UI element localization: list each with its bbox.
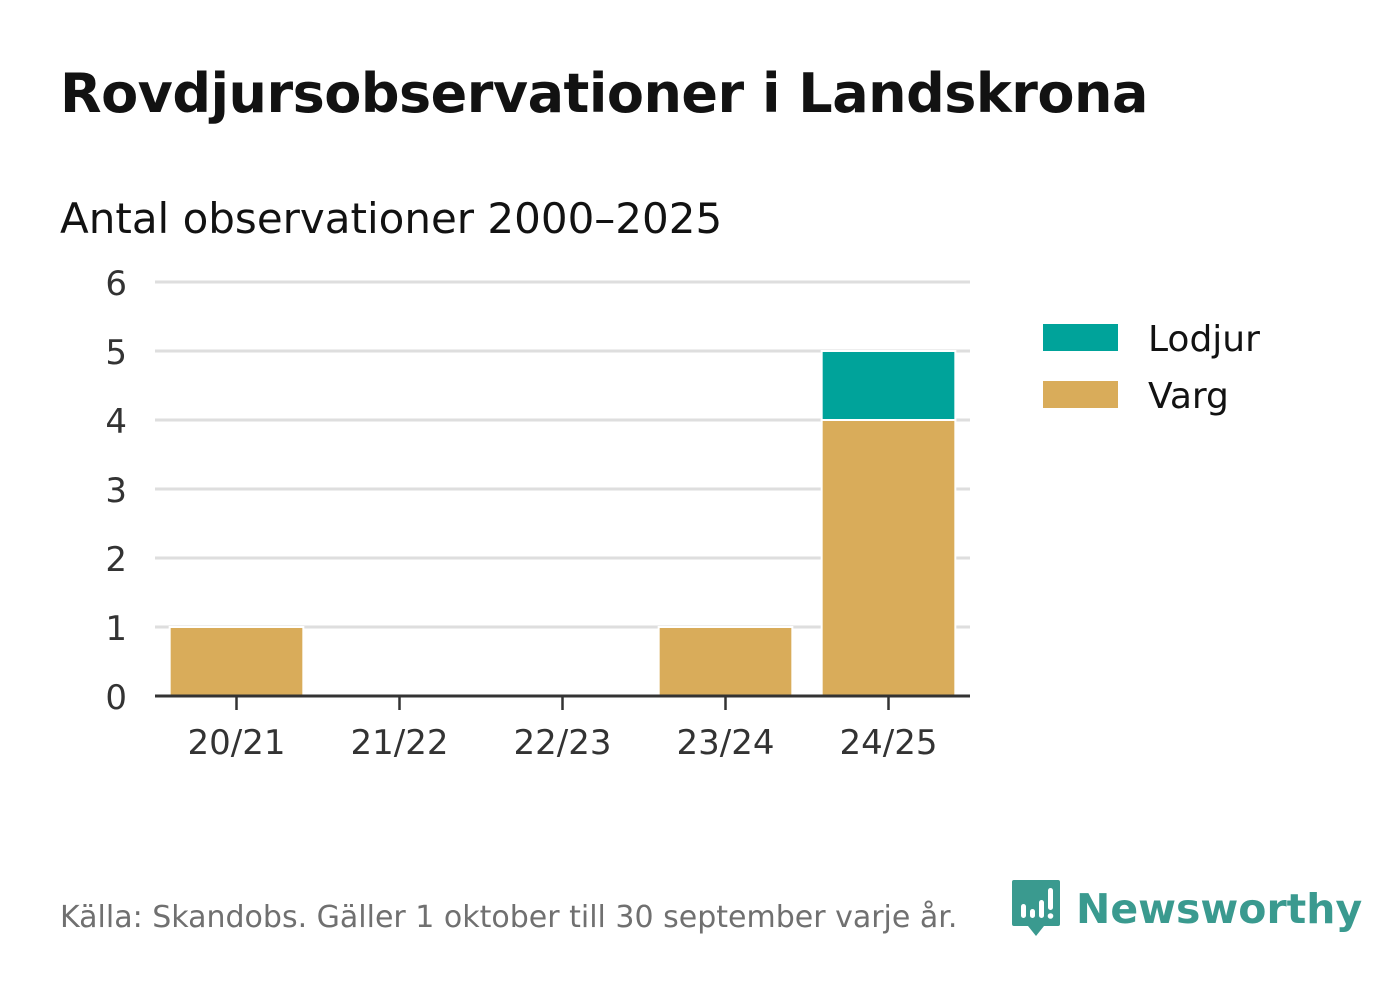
brand-logo: Newsworthy [1010,878,1362,940]
source-note: Källa: Skandobs. Gäller 1 oktober till 3… [60,900,958,935]
legend-swatch [1043,381,1118,408]
y-tick-label: 2 [105,540,127,580]
bar-segment [657,626,794,697]
x-tick-label: 21/22 [351,723,449,763]
bar-segment [820,350,957,421]
x-tick-label: 22/23 [514,723,612,763]
chart-subtitle: Antal observationer 2000–2025 [60,194,723,243]
chart-title: Rovdjursobservationer i Landskrona [60,62,1148,125]
y-tick-label: 3 [105,471,127,511]
x-tick-label: 20/21 [188,723,286,763]
y-tick-label: 5 [105,333,127,373]
brand-name: Newsworthy [1076,885,1363,933]
newsworthy-chart-icon [1012,880,1060,936]
x-tick-label: 24/25 [840,723,938,763]
y-tick-label: 4 [105,402,127,442]
y-tick-label: 0 [105,678,127,718]
y-tick-label: 6 [105,264,127,304]
bar-segment [168,626,305,697]
legend-label: Varg [1148,376,1229,417]
legend-swatch [1043,324,1118,351]
x-tick-label: 23/24 [677,723,775,763]
legend-label: Lodjur [1148,319,1260,360]
bar-segment [820,419,957,697]
y-tick-label: 1 [105,609,127,649]
